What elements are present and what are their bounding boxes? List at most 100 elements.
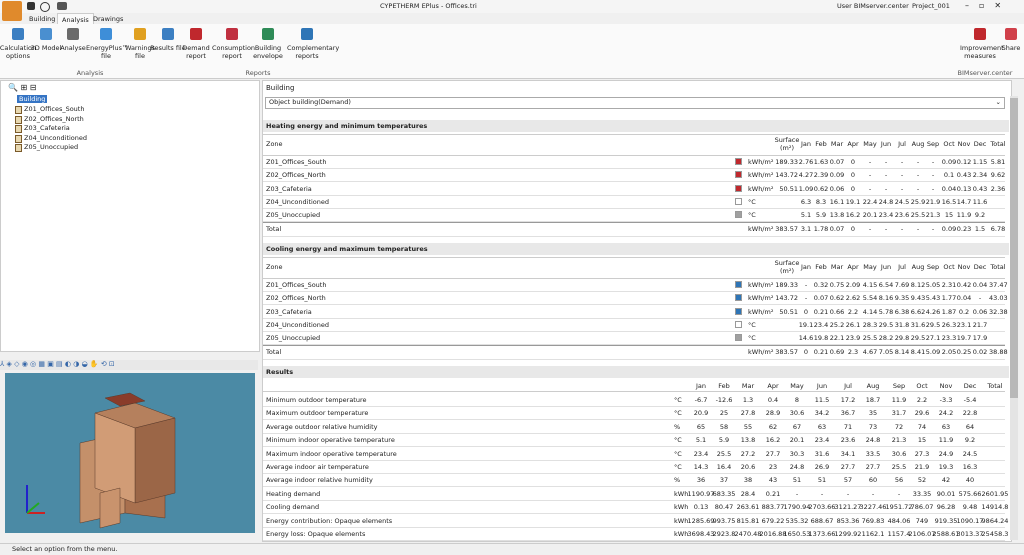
cell-value: 22.1 bbox=[829, 334, 845, 343]
save-icon[interactable] bbox=[27, 2, 35, 10]
cell-value: 9.2 bbox=[964, 436, 976, 445]
tree-item[interactable]: Z04_Unconditioned bbox=[24, 133, 88, 142]
cell-value: 0.13 bbox=[956, 184, 972, 193]
app-logo[interactable] bbox=[2, 1, 22, 21]
tree-item[interactable]: Z03_Cafeteria bbox=[24, 124, 70, 132]
ribbon-icon[interactable] bbox=[190, 28, 202, 40]
cell-value: 11.9 bbox=[938, 436, 954, 445]
column-header: Zone bbox=[266, 140, 283, 148]
row-label: Average indoor relative humidity bbox=[266, 476, 373, 485]
ribbon-button[interactable]: Complementary reports bbox=[287, 44, 340, 60]
cell-value: 64 bbox=[965, 422, 975, 431]
tree-root[interactable]: Building bbox=[17, 95, 48, 103]
cell-value: 0.04 bbox=[956, 294, 972, 303]
column-header: Surface (m²) bbox=[774, 136, 800, 152]
ribbon-icon[interactable] bbox=[67, 28, 79, 40]
cell-value: 25.5 bbox=[891, 463, 907, 471]
ribbon-button[interactable]: Demand report bbox=[182, 44, 210, 60]
cell-value: 19.8 bbox=[813, 334, 829, 343]
cell-value: 2703.66 bbox=[808, 503, 836, 512]
ribbon-button[interactable]: Improvement measures bbox=[960, 44, 1004, 60]
ribbon-icon[interactable] bbox=[262, 28, 274, 40]
cell-value: 27.7 bbox=[840, 463, 856, 471]
column-header: Jan bbox=[800, 263, 812, 271]
ribbon-icon[interactable] bbox=[1005, 28, 1017, 40]
cell-value: 1.78 bbox=[813, 224, 829, 233]
cell-value: - bbox=[916, 224, 920, 233]
cell-value: 5.05 bbox=[925, 281, 941, 289]
cell-value: 683.35 bbox=[712, 489, 736, 498]
column-header: Feb bbox=[815, 140, 827, 148]
ribbon-icon[interactable] bbox=[40, 28, 52, 40]
scrollbar[interactable] bbox=[1010, 96, 1018, 540]
tab[interactable]: Building bbox=[29, 15, 56, 23]
cell-value: 688.67 bbox=[810, 516, 834, 525]
cell-value: 28.3 bbox=[862, 320, 878, 329]
cell-value: 23.4 bbox=[693, 449, 709, 458]
ribbon-button[interactable]: Results file bbox=[150, 44, 186, 52]
cell-value: 16.5 bbox=[941, 197, 957, 206]
cell-value: 42 bbox=[941, 476, 951, 485]
ribbon-button[interactable]: Warnings file bbox=[124, 44, 156, 60]
cell-value: 5.54 bbox=[862, 294, 878, 303]
ribbon-icon[interactable] bbox=[100, 28, 112, 40]
cell-value: 4.67 bbox=[862, 347, 878, 356]
cell-value: 0.12 bbox=[956, 158, 972, 166]
ribbon-button[interactable]: Analyse bbox=[60, 44, 86, 52]
ribbon-icon[interactable] bbox=[134, 28, 146, 40]
unit: °C bbox=[748, 320, 756, 329]
cell-value: - bbox=[916, 184, 920, 193]
cell-value: 0.62 bbox=[813, 184, 829, 193]
cell-value: 8.12 bbox=[910, 281, 926, 289]
cell-value: 815.81 bbox=[736, 516, 760, 525]
cell-value: 21.9 bbox=[914, 463, 930, 471]
ribbon-icon[interactable] bbox=[301, 28, 313, 40]
ribbon-button[interactable]: Building envelope bbox=[253, 44, 283, 60]
cell-value: 14.6 bbox=[798, 334, 814, 343]
cell-value: 58 bbox=[719, 422, 729, 431]
ribbon-button[interactable]: 3D Model bbox=[30, 44, 62, 52]
column-header: May bbox=[863, 263, 877, 271]
cell-value: - bbox=[897, 489, 901, 498]
cell-value: 11.5 bbox=[814, 396, 830, 404]
ribbon-button[interactable]: EnergyPlus™ file bbox=[86, 44, 129, 60]
cell-value: 9.48 bbox=[962, 503, 978, 512]
cell-value: 0.09 bbox=[941, 224, 957, 233]
ribbon-button[interactable]: Calculation options bbox=[0, 44, 37, 60]
cell-value: 29.8 bbox=[894, 334, 910, 343]
ribbon-icon[interactable] bbox=[226, 28, 238, 40]
cell-value: - bbox=[804, 294, 808, 303]
tree-item[interactable]: Z05_Unoccupied bbox=[24, 143, 79, 151]
selector[interactable]: Object building(Demand) ⌄ bbox=[265, 97, 1005, 109]
cell-value: 23.6 bbox=[840, 436, 856, 445]
unit: °C bbox=[674, 409, 682, 418]
zone-swatch bbox=[735, 307, 742, 315]
ribbon-icon[interactable] bbox=[974, 28, 986, 40]
search-icon[interactable] bbox=[40, 2, 50, 12]
tree-item[interactable]: Z02_Offices_North bbox=[24, 114, 84, 123]
cell-value: 2923.8 bbox=[712, 530, 736, 538]
tab[interactable]: Drawings bbox=[93, 15, 124, 23]
row-label: Maximum outdoor temperature bbox=[266, 409, 369, 418]
tools-icon[interactable] bbox=[57, 2, 67, 10]
cell-value: 8 bbox=[794, 396, 800, 404]
window-controls[interactable]: –▫✕ bbox=[965, 1, 1012, 10]
table-row bbox=[263, 500, 1005, 515]
cell-value: 30.3 bbox=[789, 449, 805, 458]
tree-item[interactable]: Z01_Offices_South bbox=[24, 105, 85, 113]
user-label[interactable]: User BIMserver.center bbox=[837, 2, 909, 10]
ribbon-button[interactable]: Consumption report bbox=[212, 44, 256, 60]
cell-value: 29.5 bbox=[878, 320, 894, 329]
tab[interactable]: Analysis bbox=[57, 13, 94, 26]
cell-value: 43.03 bbox=[989, 294, 1008, 303]
ribbon-icon[interactable] bbox=[12, 28, 24, 40]
cell-value: 2.31 bbox=[941, 281, 957, 289]
project-label[interactable]: Project_001 bbox=[912, 2, 950, 10]
cell-value: 38.88 bbox=[989, 347, 1008, 356]
ribbon-button[interactable]: Share bbox=[1001, 44, 1021, 52]
cell-value: 23.3 bbox=[941, 334, 957, 343]
ribbon-icon[interactable] bbox=[162, 28, 174, 40]
cell-value: 29.6 bbox=[914, 409, 930, 418]
cell-value: 8.14 bbox=[894, 347, 910, 356]
cell-value: 19.7 bbox=[956, 334, 972, 343]
